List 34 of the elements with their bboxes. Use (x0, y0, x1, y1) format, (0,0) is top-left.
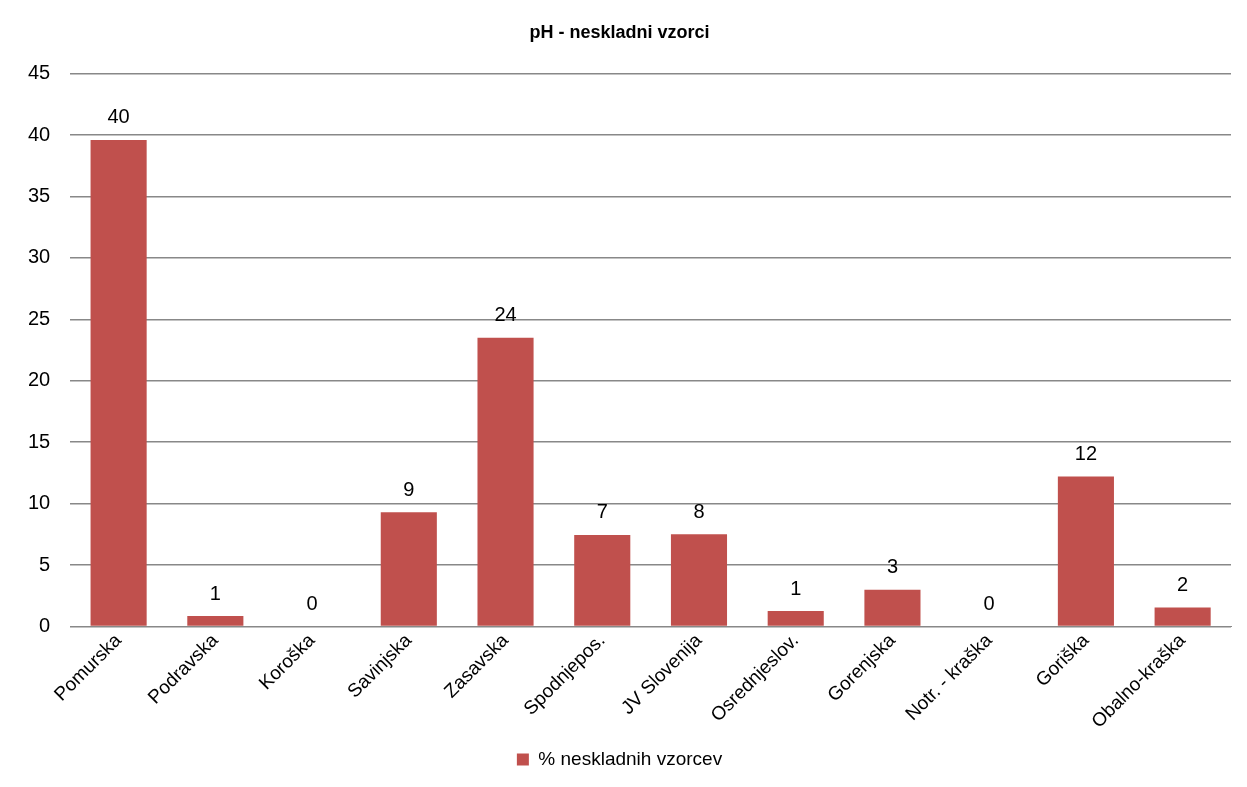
data-label: 9 (403, 477, 415, 500)
y-tick-label: 40 (28, 122, 51, 145)
data-label: 1 (790, 576, 802, 599)
y-tick-label: 35 (28, 183, 51, 206)
legend-label: % neskladnih vzorcev (538, 747, 723, 769)
bar (1057, 476, 1114, 626)
y-tick-label: 20 (28, 368, 51, 391)
bar (380, 512, 437, 626)
y-tick-label: 0 (39, 614, 51, 637)
y-tick-label: 10 (28, 491, 51, 514)
bar (670, 534, 728, 626)
data-label: 40 (107, 105, 130, 128)
bar (187, 616, 244, 626)
y-tick-label: 15 (28, 429, 51, 452)
data-label: 8 (693, 499, 705, 522)
bar (574, 534, 631, 626)
bar (1154, 607, 1211, 626)
bar (477, 337, 534, 626)
y-tick-label: 25 (28, 306, 51, 329)
data-label: 0 (306, 592, 318, 615)
data-label: 12 (1074, 442, 1098, 465)
y-tick-label: 30 (28, 245, 51, 268)
y-tick-label: 5 (39, 552, 51, 575)
data-label: 1 (209, 581, 221, 604)
data-label: 0 (983, 592, 995, 615)
bar (90, 139, 147, 626)
data-label: 24 (494, 303, 517, 326)
data-label: 2 (1177, 572, 1189, 595)
data-label: 3 (886, 555, 899, 578)
bar (864, 589, 921, 626)
bar (767, 611, 824, 626)
chart-title: pH - neskladni vzorci (529, 21, 710, 42)
y-tick-label: 45 (28, 61, 51, 84)
data-label: 7 (596, 500, 608, 523)
